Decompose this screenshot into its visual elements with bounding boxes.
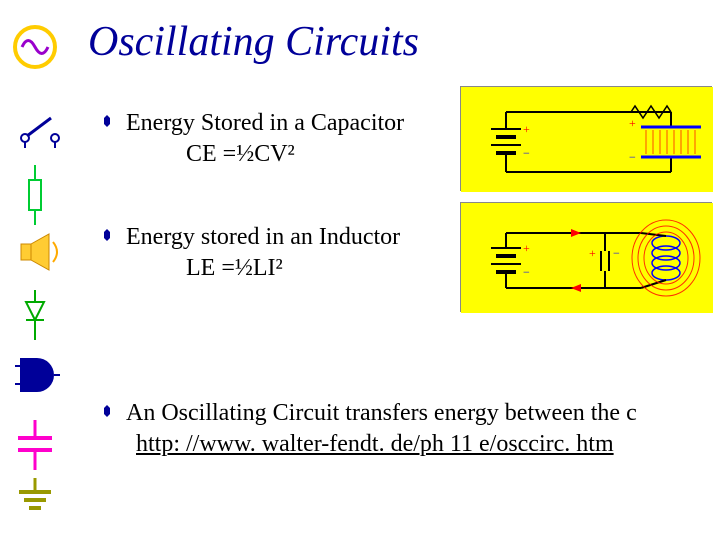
- capacitor-icon: [12, 420, 58, 470]
- svg-text:−: −: [523, 146, 530, 160]
- ground-icon: [15, 478, 55, 523]
- diode-icon: [22, 290, 48, 340]
- page-title: Oscillating Circuits: [88, 18, 419, 66]
- ac-source-icon: [10, 22, 60, 72]
- svg-text:+: +: [523, 122, 530, 136]
- switch-icon: [15, 108, 65, 148]
- bullet-capacitor: Energy Stored in a Capacitor CE =½CV²: [100, 108, 404, 170]
- svg-text:+: +: [523, 241, 530, 255]
- svg-text:−: −: [523, 265, 530, 279]
- bullet-icon: [100, 114, 114, 128]
- bullet-inductor: Energy stored in an Inductor LE =½LI²: [100, 222, 400, 284]
- bullet-icon: [100, 404, 114, 418]
- bullet-text: An Oscillating Circuit transfers energy …: [126, 398, 637, 429]
- resistor-icon: [25, 165, 45, 225]
- speaker-icon: [15, 230, 65, 275]
- svg-text:−: −: [629, 150, 636, 164]
- formula-inductor: LE =½LI²: [186, 253, 400, 284]
- formula-capacitor: CE =½CV²: [186, 139, 404, 170]
- bullet-text: Energy stored in an Inductor: [126, 222, 400, 253]
- bullet-oscillating: An Oscillating Circuit transfers energy …: [100, 398, 637, 460]
- and-gate-icon: [15, 350, 60, 400]
- capacitor-circuit-diagram: + − + −: [460, 86, 712, 191]
- svg-text:+: +: [629, 116, 636, 130]
- svg-text:−: −: [613, 246, 620, 260]
- inductor-circuit-diagram: + − + −: [460, 202, 712, 312]
- bullet-text: Energy Stored in a Capacitor: [126, 108, 404, 139]
- svg-text:+: +: [589, 246, 596, 260]
- reference-link[interactable]: http: //www. walter-fendt. de/ph 11 e/os…: [136, 431, 614, 457]
- bullet-icon: [100, 228, 114, 242]
